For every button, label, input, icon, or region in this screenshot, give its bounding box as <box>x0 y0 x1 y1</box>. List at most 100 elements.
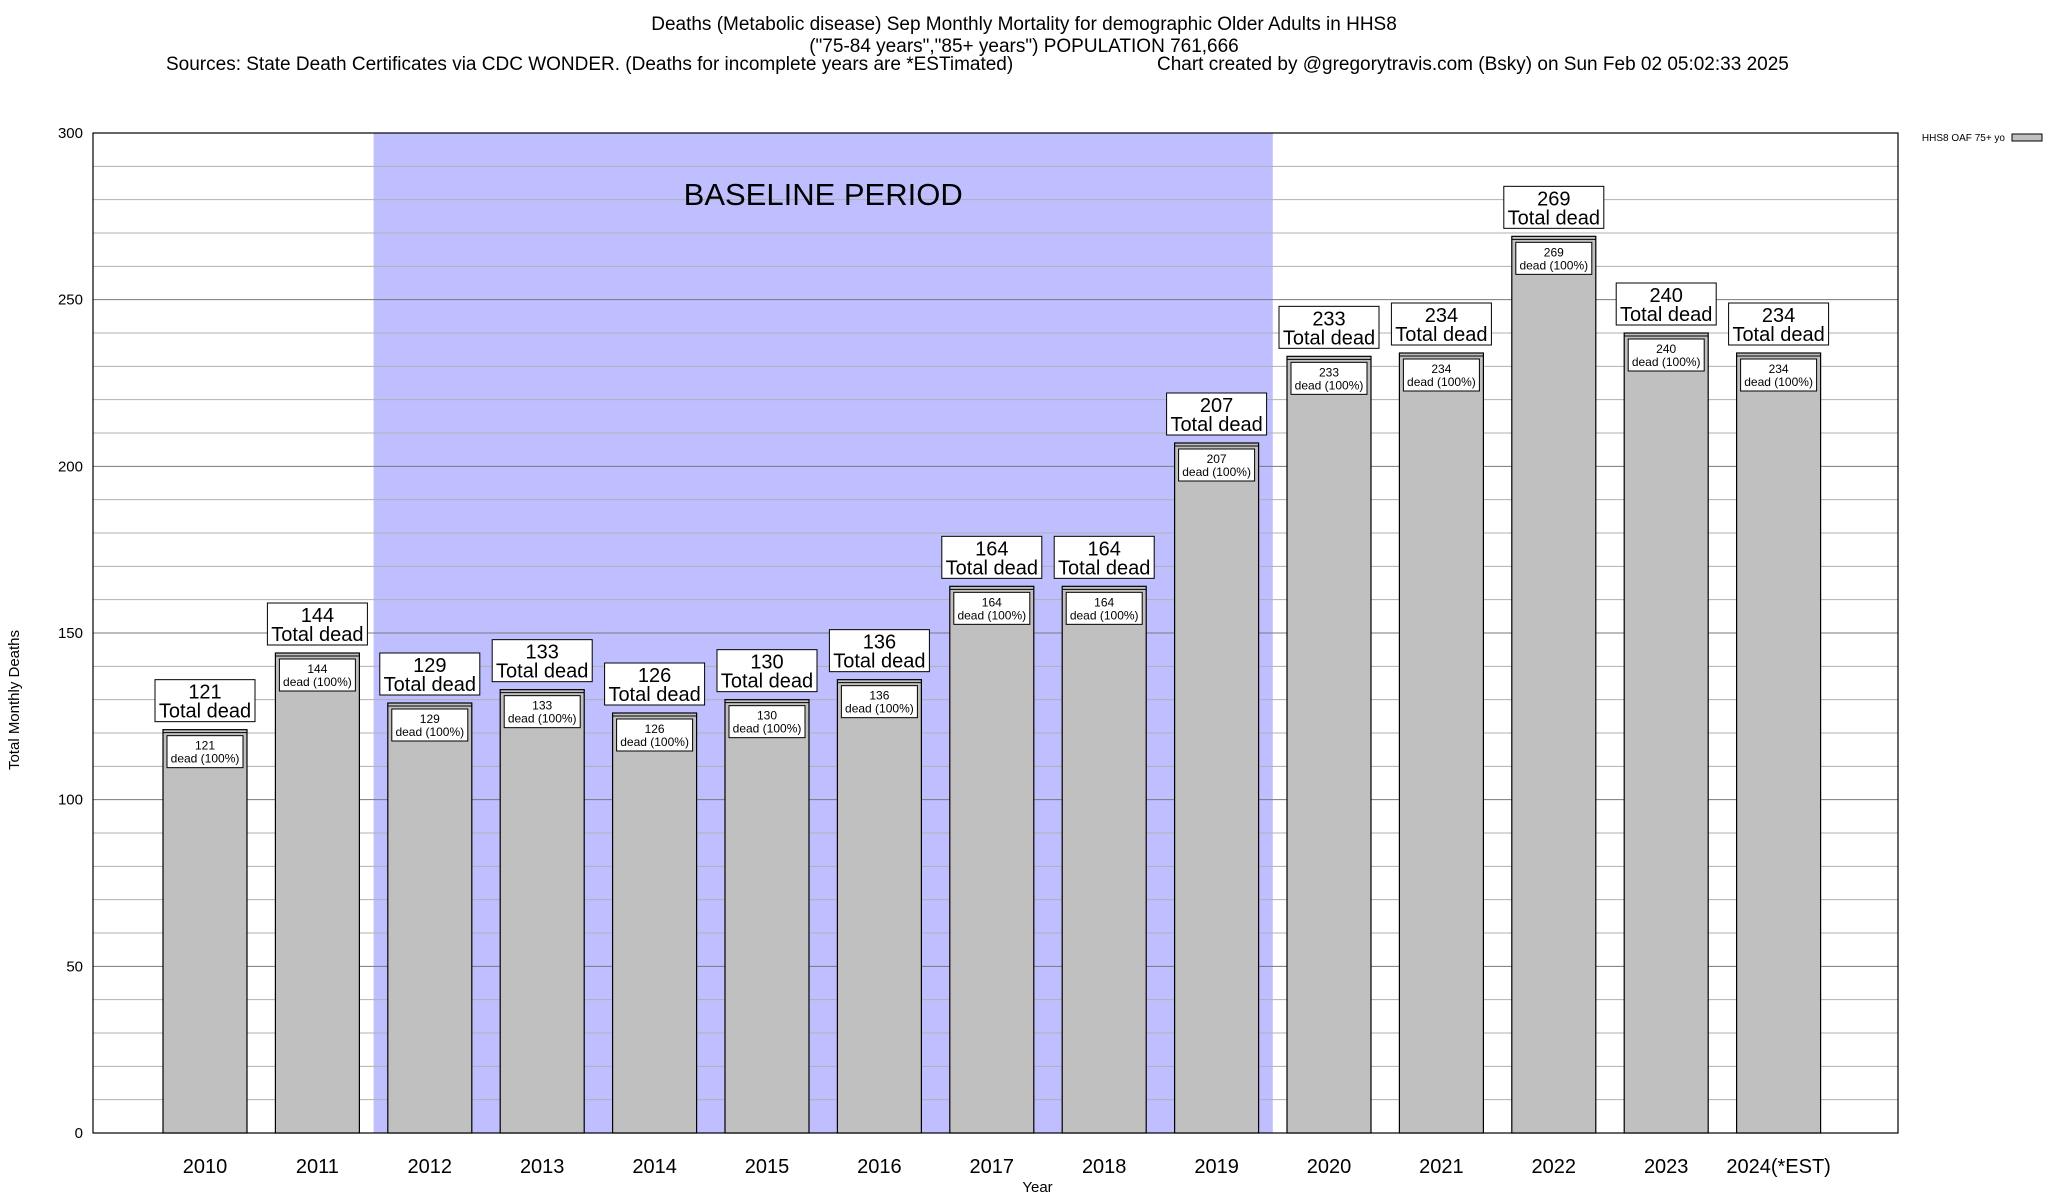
chart-subtitle: ("75-84 years","85+ years") POPULATION 7… <box>809 36 1239 57</box>
total-value-label: 144 <box>301 605 334 627</box>
inner-percent-label: dead (100%) <box>845 702 914 716</box>
total-value-label: 126 <box>638 665 671 687</box>
inner-value-label: 207 <box>1207 452 1227 466</box>
inner-percent-label: dead (100%) <box>171 752 240 766</box>
y-tick-label: 0 <box>75 1125 83 1142</box>
inner-label-box <box>1178 448 1256 482</box>
inner-label-box <box>166 735 244 769</box>
inner-value-label: 164 <box>982 595 1002 609</box>
total-label-box <box>716 649 818 693</box>
legend-label: HHS8 OAF 75+ yo <box>1922 133 2006 144</box>
total-value-label: 207 <box>1200 395 1233 417</box>
total-text-label: Total dead <box>946 557 1038 579</box>
inner-value-label: 129 <box>420 712 440 726</box>
bar <box>162 729 248 1134</box>
total-label-box <box>154 679 256 723</box>
bar <box>724 699 810 1134</box>
total-label-box <box>491 639 593 683</box>
inner-percent-label: dead (100%) <box>733 722 802 736</box>
x-tick-label: 2010 <box>183 1156 228 1178</box>
inner-label-box <box>728 705 806 739</box>
x-tick-label: 2024(*EST) <box>1726 1156 1831 1178</box>
total-text-label: Total dead <box>1395 324 1487 346</box>
inner-percent-label: dead (100%) <box>1744 375 1813 389</box>
total-value-label: 234 <box>1425 305 1458 327</box>
inner-value-label: 233 <box>1319 365 1339 379</box>
bar <box>1173 442 1260 1134</box>
total-label-box <box>1503 185 1605 229</box>
credit-text: Chart created by @gregorytravis.com (Bsk… <box>1157 54 1789 75</box>
bar <box>499 689 585 1134</box>
total-text-label: Total dead <box>1620 304 1712 326</box>
inner-value-label: 240 <box>1656 342 1676 356</box>
total-value-label: 233 <box>1312 308 1345 330</box>
sources-text: Sources: State Death Certificates via CD… <box>166 54 1014 75</box>
inner-percent-label: dead (100%) <box>620 735 689 749</box>
total-text-label: Total dead <box>608 684 700 706</box>
total-text-label: Total dead <box>1508 207 1600 229</box>
bar <box>1286 355 1372 1134</box>
inner-label-box <box>391 708 469 742</box>
inner-label-box <box>278 658 356 692</box>
total-label-box <box>941 535 1043 579</box>
y-tick-label: 200 <box>58 458 83 475</box>
inner-percent-label: dead (100%) <box>1182 465 1251 479</box>
x-tick-label: 2023 <box>1644 1156 1689 1178</box>
inner-value-label: 269 <box>1544 245 1564 259</box>
inner-percent-label: dead (100%) <box>1632 355 1701 369</box>
inner-label-box <box>1065 591 1143 625</box>
x-tick-label: 2019 <box>1194 1156 1239 1178</box>
total-label-box <box>266 602 368 646</box>
x-tick-label: 2016 <box>857 1156 902 1178</box>
bar <box>836 679 923 1134</box>
total-label-box <box>604 662 706 706</box>
inner-label-box <box>616 718 694 752</box>
total-text-label: Total dead <box>384 674 476 696</box>
x-tick-label: 2020 <box>1307 1156 1352 1178</box>
total-text-label: Total dead <box>1170 414 1262 436</box>
inner-percent-label: dead (100%) <box>1407 375 1476 389</box>
bar <box>1735 352 1822 1134</box>
inner-percent-label: dead (100%) <box>395 725 464 739</box>
inner-value-label: 234 <box>1431 362 1451 376</box>
total-value-label: 164 <box>1088 538 1121 560</box>
y-tick-label: 50 <box>66 958 83 975</box>
bar <box>387 702 473 1134</box>
x-tick-label: 2011 <box>296 1156 339 1178</box>
inner-percent-label: dead (100%) <box>1295 378 1364 392</box>
total-value-label: 234 <box>1762 305 1795 327</box>
total-value-label: 130 <box>750 652 783 674</box>
total-label-box <box>1166 392 1268 436</box>
bar <box>949 585 1035 1134</box>
total-text-label: Total dead <box>833 651 925 673</box>
total-label-box <box>1053 535 1155 579</box>
x-axis-label: Year <box>1022 1179 1052 1196</box>
inner-value-label: 126 <box>645 722 665 736</box>
bar <box>1511 235 1597 1134</box>
bar <box>274 652 360 1134</box>
inner-value-label: 130 <box>757 709 777 723</box>
x-tick-label: 2018 <box>1082 1156 1127 1178</box>
total-value-label: 133 <box>526 642 559 664</box>
inner-percent-label: dead (100%) <box>508 712 577 726</box>
inner-percent-label: dead (100%) <box>1519 258 1588 272</box>
total-label-box <box>828 629 930 673</box>
bar <box>1623 332 1709 1134</box>
total-text-label: Total dead <box>496 661 588 683</box>
inner-percent-label: dead (100%) <box>1070 608 1139 622</box>
inner-value-label: 121 <box>195 739 215 753</box>
y-tick-label: 100 <box>58 792 83 809</box>
total-value-label: 129 <box>413 655 446 677</box>
x-tick-label: 2014 <box>632 1156 677 1178</box>
inner-value-label: 164 <box>1094 595 1114 609</box>
total-text-label: Total dead <box>721 671 813 693</box>
total-value-label: 269 <box>1537 188 1570 210</box>
inner-percent-label: dead (100%) <box>283 675 352 689</box>
x-tick-label: 2022 <box>1532 1156 1577 1178</box>
total-value-label: 164 <box>975 538 1008 560</box>
total-value-label: 136 <box>863 632 896 654</box>
inner-percent-label: dead (100%) <box>957 608 1026 622</box>
chart-title: Deaths (Metabolic disease) Sep Monthly M… <box>651 14 1397 35</box>
chart-title-block: Deaths (Metabolic disease) Sep Monthly M… <box>0 14 2048 58</box>
total-text-label: Total dead <box>1058 557 1150 579</box>
